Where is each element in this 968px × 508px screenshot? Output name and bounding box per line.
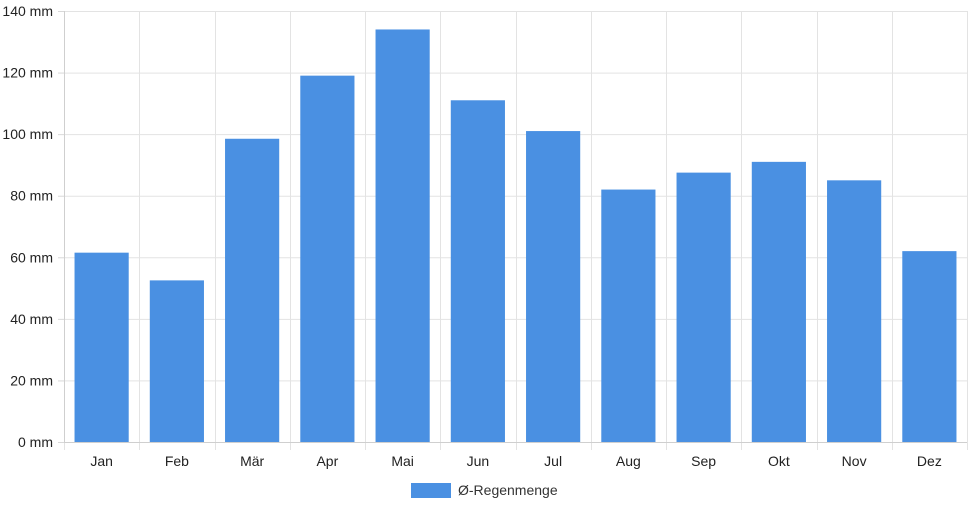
grid: [64, 11, 968, 450]
bar-feb[interactable]: [149, 280, 204, 442]
bars: [74, 29, 957, 443]
y-tick-label: 80 mm: [10, 188, 53, 204]
x-tick-label: Nov: [842, 453, 867, 469]
y-tick-label: 20 mm: [10, 372, 53, 388]
bar-aug[interactable]: [601, 189, 656, 442]
bar-dez[interactable]: [902, 251, 957, 442]
bar-nov[interactable]: [827, 180, 882, 443]
x-tick-label: Aug: [616, 453, 641, 469]
y-axis-labels: 0 mm 20 mm 40 mm 60 mm 80 mm 100 mm 120 mm 140 …: [2, 3, 53, 450]
bar-mai[interactable]: [375, 29, 430, 442]
bar-sep[interactable]: [676, 172, 731, 442]
bar-mär[interactable]: [225, 138, 280, 442]
x-tick-label: Feb: [165, 453, 189, 469]
bar-apr[interactable]: [300, 75, 355, 443]
y-tick-label: 40 mm: [10, 311, 53, 327]
y-tick-label: 0 mm: [18, 434, 53, 450]
y-tick-label: 60 mm: [10, 249, 53, 265]
y-tick-label: 140 mm: [2, 3, 53, 19]
y-tick-label: 120 mm: [2, 65, 53, 81]
axes: [58, 11, 967, 443]
legend-label: Ø-Regenmenge: [458, 482, 558, 498]
x-tick-label: Okt: [768, 453, 790, 469]
x-tick-label: Mär: [240, 453, 264, 469]
x-tick-label: Jan: [90, 453, 113, 469]
y-tick-label: 100 mm: [2, 126, 53, 142]
x-axis-labels: Jan Feb Mär Apr Mai Jun Jul Aug Sep Okt Nov Dez: [90, 453, 941, 469]
x-tick-label: Jul: [544, 453, 562, 469]
x-tick-label: Mai: [391, 453, 414, 469]
x-tick-label: Jun: [467, 453, 490, 469]
x-tick-label: Sep: [691, 453, 716, 469]
legend-swatch: [411, 483, 451, 498]
x-tick-label: Apr: [316, 453, 338, 469]
bar-okt[interactable]: [751, 161, 806, 442]
legend[interactable]: Ø-Regenmenge: [411, 482, 558, 498]
bar-jun[interactable]: [450, 100, 505, 443]
x-tick-label: Dez: [917, 453, 942, 469]
bar-jul[interactable]: [526, 131, 581, 443]
bar-jan[interactable]: [74, 252, 129, 442]
